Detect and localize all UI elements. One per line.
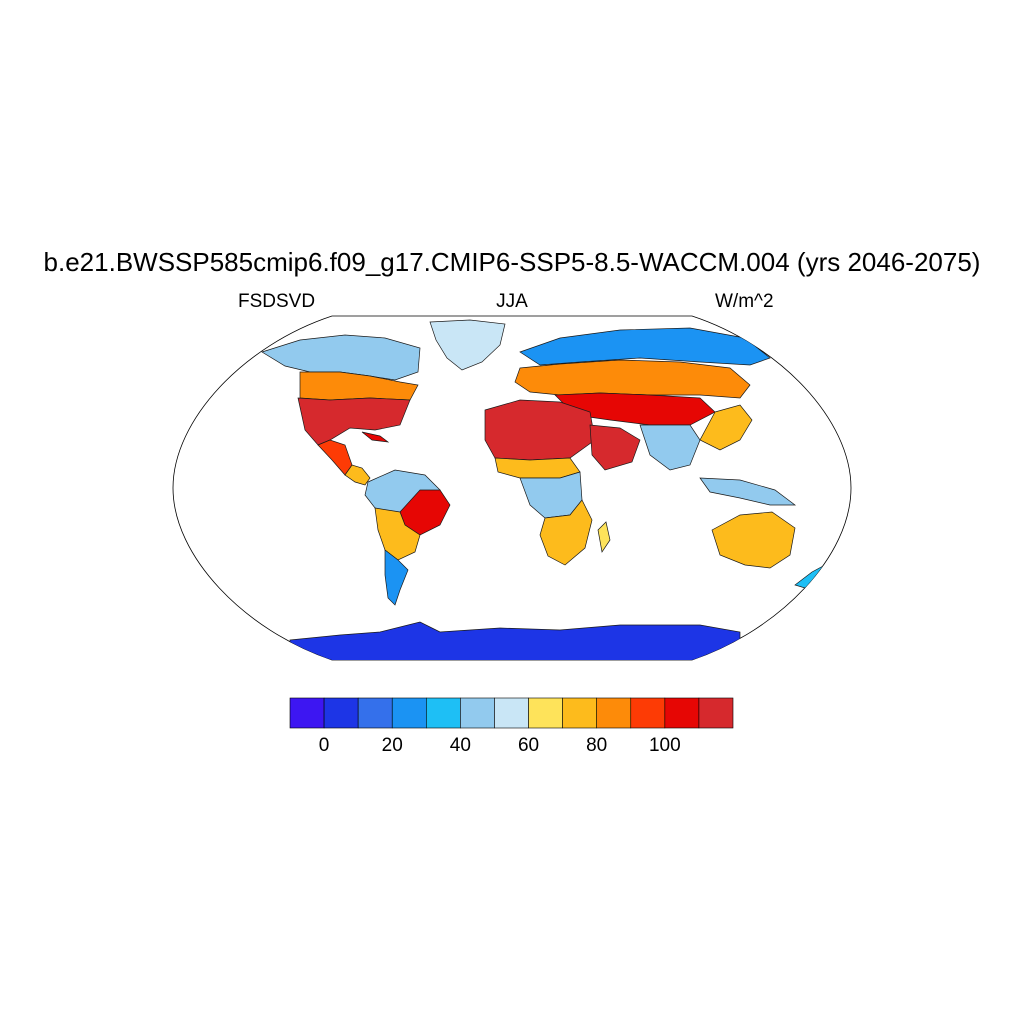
region-central-america xyxy=(344,464,371,486)
region-eurasia-midlatitude xyxy=(514,359,751,399)
region-southern-africa xyxy=(539,499,593,566)
colorbar-swatch xyxy=(596,697,632,729)
region-north-america-north xyxy=(261,334,421,381)
variable-label: FSDSVD xyxy=(238,291,316,312)
season-label: JJA xyxy=(496,291,528,312)
region-antarctica xyxy=(289,621,741,660)
colorbar-swatch xyxy=(357,697,393,729)
region-southwest-us xyxy=(297,397,411,446)
region-cuba xyxy=(361,431,390,443)
colorbar-swatch xyxy=(562,697,597,729)
region-madagascar xyxy=(597,521,611,553)
units-label: W/m^2 xyxy=(715,291,774,312)
colorbar-tick-label: 60 xyxy=(517,735,540,756)
region-south-america-south xyxy=(384,549,409,606)
region-siberia xyxy=(519,327,771,366)
colorbar-swatch xyxy=(323,697,359,729)
region-sahara xyxy=(484,399,596,461)
colorbar-tick-label: 80 xyxy=(586,735,608,756)
region-maritime-asia xyxy=(699,477,797,506)
region-greenland xyxy=(429,319,506,371)
region-central-asia xyxy=(554,392,716,426)
colorbar-tick-label: 20 xyxy=(381,735,403,756)
colorbar-tick-label: 0 xyxy=(318,735,330,756)
colorbar-swatch xyxy=(698,697,734,729)
colorbar-swatch xyxy=(460,697,495,729)
colorbar-swatch xyxy=(630,697,666,729)
colorbar-tick-label: 40 xyxy=(449,735,471,756)
region-south-america-central xyxy=(374,507,421,561)
colorbar-swatch xyxy=(289,697,325,729)
colorbar-tick-label: 100 xyxy=(648,735,681,756)
colorbar-swatch xyxy=(528,697,563,729)
region-arabian-peninsula xyxy=(589,424,641,471)
plot-title: b.e21.BWSSP585cmip6.f09_g17.CMIP6-SSP5-8… xyxy=(43,247,981,277)
colorbar-swatch xyxy=(664,697,700,729)
region-south-asia xyxy=(639,424,701,471)
colorbar-swatch xyxy=(494,697,529,729)
colorbar-swatch xyxy=(391,697,427,729)
colorbar-swatch xyxy=(426,697,461,729)
region-australia xyxy=(711,511,796,569)
